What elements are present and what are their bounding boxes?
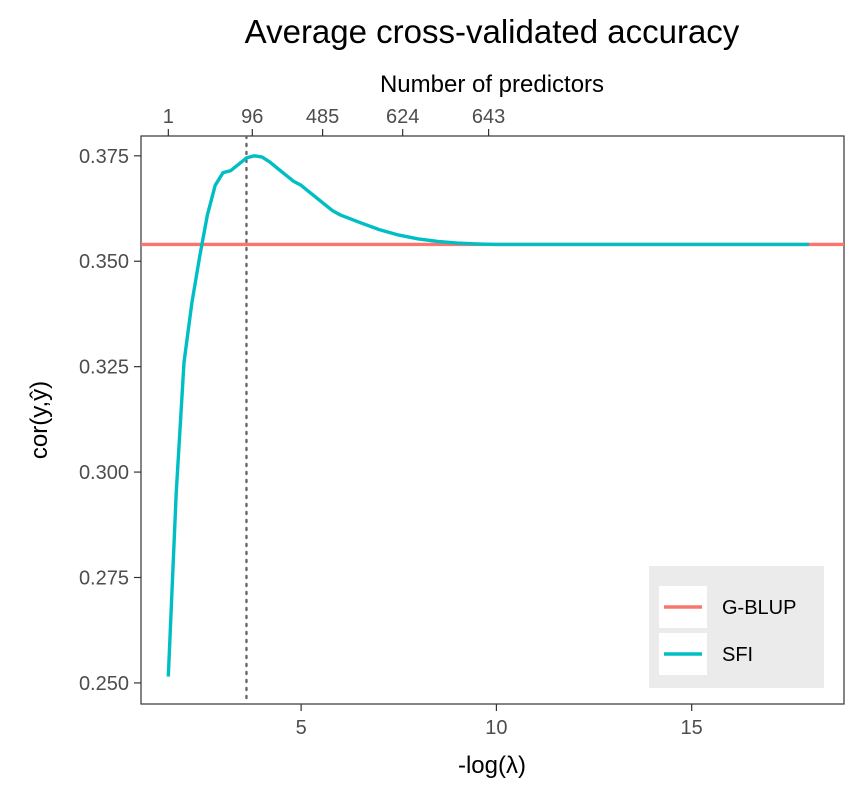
- top-x-tick-label: 643: [472, 106, 505, 128]
- top-x-tick-label: 96: [241, 106, 263, 128]
- axes: 5 10 15 0.250 0.275 0.300 0.325 0.350 0.375 1 96 48…: [79, 106, 703, 739]
- x-tick-label: 10: [485, 717, 507, 739]
- top-x-tick-label: 624: [386, 106, 419, 128]
- y-tick-label: 0.375: [79, 146, 129, 168]
- chart-title: Average cross-validated accuracy: [245, 13, 740, 50]
- top-x-tick-label: 485: [306, 106, 339, 128]
- y-axis-title: cor(y,ŷ): [26, 381, 53, 459]
- y-tick-label: 0.325: [79, 357, 129, 379]
- y-tick-label: 0.350: [79, 251, 129, 273]
- x-tick-label: 5: [296, 717, 307, 739]
- legend-label: SFI: [722, 644, 753, 666]
- top-x-tick-label: 1: [163, 106, 174, 128]
- secondary-x-axis-title: Number of predictors: [380, 71, 604, 98]
- y-tick-label: 0.250: [79, 673, 129, 695]
- legend-label: G-BLUP: [722, 597, 796, 619]
- x-tick-label: 15: [681, 717, 703, 739]
- x-axis-title: -log(λ): [458, 752, 526, 779]
- y-tick-label: 0.300: [79, 462, 129, 484]
- y-tick-label: 0.275: [79, 567, 129, 589]
- legend: G-BLUP SFI: [649, 566, 824, 688]
- plot-content: [141, 136, 844, 704]
- series-line-sfi: [166, 154, 809, 677]
